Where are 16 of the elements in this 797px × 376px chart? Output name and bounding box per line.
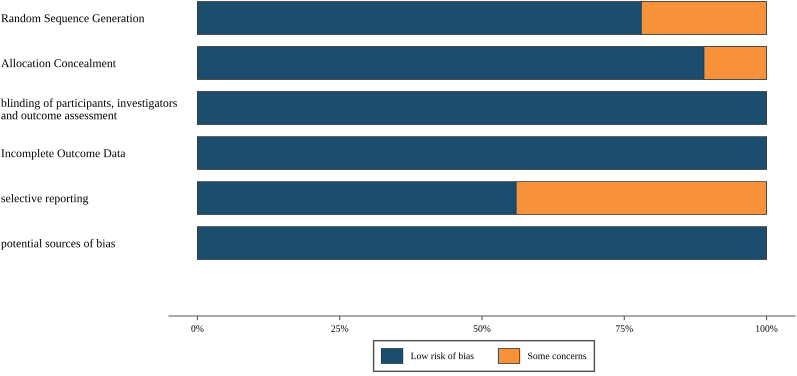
bar (197, 91, 767, 125)
x-tick-label: 50% (474, 325, 491, 332)
x-tick-label: 25% (331, 325, 348, 332)
legend-label: Some concerns (528, 352, 586, 360)
bar (197, 136, 767, 170)
x-tick-label: 75% (616, 325, 633, 332)
y-tick-label: Allocation Concealment (1, 58, 116, 68)
bar (197, 226, 767, 260)
y-tick-label: potential sources of bias (1, 238, 115, 250)
x-tick-label: 0% (191, 325, 204, 332)
x-tick-label: 100% (756, 325, 778, 332)
legend-label: Low risk of bias (410, 352, 474, 360)
y-tick-label: selective reporting (1, 194, 88, 205)
y-tick-label: blinding of participants, investigators and outcome assessment (0, 98, 177, 120)
y-tick-label: Random Sequence Generation (1, 14, 144, 25)
y-tick-label: Incomplete Outcome Data (1, 148, 126, 160)
